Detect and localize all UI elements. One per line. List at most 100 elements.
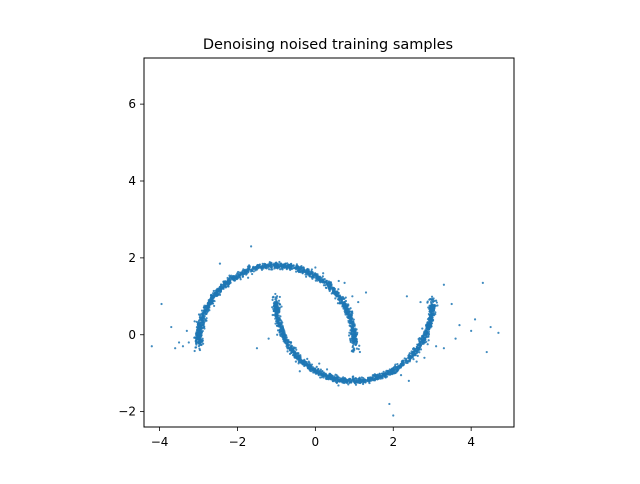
upper-arc-point — [351, 324, 355, 327]
upper-arc-point — [295, 263, 298, 266]
x-tick-label: −4 — [151, 435, 169, 449]
lower-arc-point — [331, 377, 334, 380]
lower-arc-point — [337, 384, 340, 387]
arc-end-point — [352, 340, 355, 343]
upper-arc-point — [199, 316, 202, 319]
upper-arc-point — [274, 265, 277, 268]
upper-arc-point — [252, 270, 255, 273]
upper-arc-point — [229, 279, 232, 283]
lower-arc-point — [278, 330, 282, 333]
upper-arc-point — [208, 305, 211, 308]
lower-arc-point — [296, 352, 299, 355]
lower-arc-point — [414, 354, 417, 357]
arc-end-point — [426, 301, 429, 304]
lower-arc-point — [301, 359, 304, 363]
lower-arc-point — [335, 381, 338, 384]
lower-arc-point — [337, 379, 340, 383]
lower-arc-point — [382, 373, 385, 376]
upper-arc-point — [202, 306, 206, 309]
arc-end-point — [352, 342, 355, 346]
upper-arc-point — [310, 268, 313, 271]
arc-end-point — [275, 295, 279, 298]
arc-end-point — [355, 347, 358, 350]
outlier-point — [181, 345, 185, 348]
outlier-point — [174, 347, 177, 350]
arc-end-point — [273, 301, 276, 304]
arc-end-point — [278, 309, 281, 313]
arc-end-point — [199, 340, 203, 343]
outlier-point — [407, 379, 410, 382]
upper-arc-point — [254, 265, 257, 269]
lower-arc-point — [294, 355, 297, 359]
lower-arc-point — [310, 370, 313, 373]
upper-arc-point — [249, 270, 253, 273]
lower-arc-point — [415, 350, 419, 353]
upper-arc-point — [343, 302, 346, 305]
lower-arc-point — [396, 362, 399, 366]
upper-arc-point — [327, 282, 330, 285]
upper-arc-point — [203, 304, 206, 307]
upper-arc-point — [241, 275, 244, 278]
lower-arc-point — [419, 348, 423, 351]
upper-arc-point — [271, 268, 274, 271]
upper-arc-point — [248, 268, 252, 271]
lower-arc-point — [425, 325, 428, 328]
lower-arc-point — [283, 332, 286, 335]
upper-arc-point — [201, 314, 204, 318]
lower-arc-point — [328, 376, 331, 379]
arc-end-point — [435, 299, 438, 302]
outlier-point — [485, 350, 488, 354]
upper-arc-point — [314, 279, 317, 282]
arc-end-point — [434, 311, 437, 314]
lower-arc-point — [333, 375, 336, 378]
lower-arc-point — [276, 319, 279, 322]
lower-arc-point — [286, 350, 289, 353]
x-tick-label: −2 — [229, 435, 247, 449]
upper-arc-point — [267, 263, 270, 266]
upper-arc-point — [328, 289, 331, 293]
upper-arc-point — [315, 275, 318, 278]
lower-arc-point — [297, 362, 300, 365]
upper-arc-point — [320, 276, 323, 279]
lower-arc-point — [312, 367, 315, 371]
arc-end-point — [358, 344, 361, 347]
lower-arc-point — [286, 344, 290, 347]
arc-end-point — [198, 337, 201, 340]
lower-arc-point — [417, 343, 421, 347]
lower-arc-point — [413, 348, 417, 351]
lower-arc-point — [418, 340, 422, 343]
upper-arc-point — [348, 314, 351, 317]
upper-arc-point — [339, 297, 342, 300]
arc-end-point — [198, 347, 201, 350]
upper-arc-point — [352, 318, 355, 321]
lower-arc-point — [288, 349, 291, 352]
lower-arc-point — [282, 336, 285, 339]
lower-arc-point — [375, 376, 378, 379]
lower-arc-point — [394, 371, 397, 374]
lower-arc-point — [410, 352, 413, 355]
outlier-point — [337, 279, 340, 283]
upper-arc-point — [210, 297, 213, 300]
lower-arc-point — [379, 377, 382, 380]
lower-arc-point — [306, 365, 309, 368]
upper-arc-point — [203, 309, 206, 312]
upper-arc-point — [223, 280, 226, 283]
upper-arc-point — [288, 265, 292, 268]
lower-arc-point — [411, 347, 415, 351]
lower-arc-point — [310, 363, 314, 366]
upper-arc-point — [321, 275, 324, 278]
upper-arc-point — [220, 284, 223, 287]
upper-arc-point — [350, 314, 353, 317]
outlier-point — [351, 295, 354, 298]
upper-arc-point — [344, 299, 348, 303]
upper-arc-point — [338, 294, 341, 297]
outlier-point — [255, 347, 259, 350]
upper-arc-point — [201, 317, 204, 320]
upper-arc-point — [210, 301, 214, 304]
outlier-point — [322, 272, 325, 275]
upper-arc-point — [265, 267, 268, 270]
arc-end-point — [428, 298, 431, 301]
arc-end-point — [201, 339, 204, 342]
arc-end-point — [195, 342, 198, 345]
lower-arc-point — [321, 373, 325, 376]
